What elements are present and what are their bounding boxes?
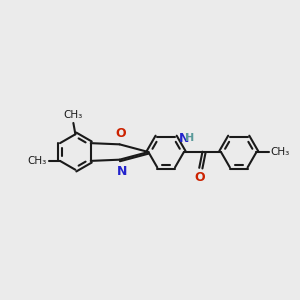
Text: CH₃: CH₃ <box>64 110 83 120</box>
Text: CH₃: CH₃ <box>27 156 46 166</box>
Text: CH₃: CH₃ <box>271 147 290 157</box>
Text: H: H <box>185 133 195 143</box>
Text: O: O <box>195 171 205 184</box>
Text: N: N <box>116 165 127 178</box>
Text: N: N <box>179 132 189 145</box>
Text: O: O <box>115 127 126 140</box>
